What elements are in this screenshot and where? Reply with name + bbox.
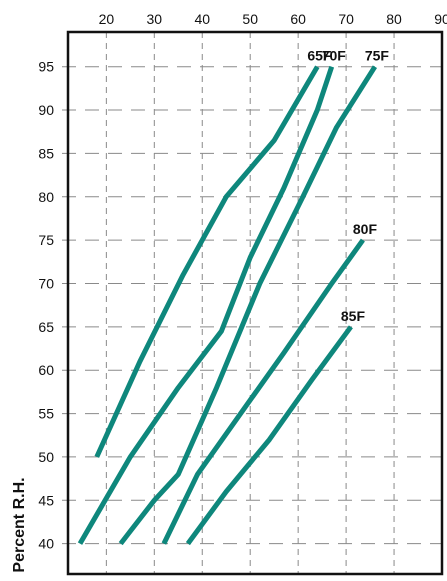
x-tick-label-90: 90	[434, 11, 447, 27]
plot-frame	[66, 30, 444, 576]
y-tick-label-90: 90	[38, 102, 54, 118]
y-axis-title: Percent R.H.	[11, 477, 28, 572]
y-tick-label-50: 50	[38, 449, 54, 465]
x-tick-label-80: 80	[386, 11, 402, 27]
x-tick-label-20: 20	[99, 11, 115, 27]
series-line-75f	[118, 65, 378, 546]
x-tick-label-60: 60	[290, 11, 306, 27]
x-tick-label-30: 30	[147, 11, 163, 27]
series-line-85f	[185, 325, 353, 546]
series-line-70f	[77, 65, 335, 545]
series-label-65f: 65F	[307, 48, 332, 64]
x-tick-label-40: 40	[194, 11, 210, 27]
y-tick-label-65: 65	[38, 319, 54, 335]
y-tick-label-45: 45	[38, 492, 54, 508]
y-tick-label-40: 40	[38, 536, 54, 552]
series-label-80f: 80F	[353, 221, 378, 237]
series-label-70f: 70F	[322, 48, 347, 64]
y-tick-label-70: 70	[38, 275, 54, 291]
x-tick-label-70: 70	[338, 11, 354, 27]
series-label-85f: 85F	[341, 308, 366, 324]
tick-labels: 20 30 40 50 60 70 80 90 40 45 50 55 60 65 70 75 80 85 90 95	[38, 11, 447, 552]
y-tick-label-60: 60	[38, 362, 54, 378]
y-tick-label-85: 85	[38, 145, 54, 161]
series-line-65f	[94, 65, 320, 458]
y-tick-label-80: 80	[38, 189, 54, 205]
x-tick-label-50: 50	[242, 11, 258, 27]
y-tick-label-95: 95	[38, 59, 54, 75]
y-tick-label-55: 55	[38, 406, 54, 422]
y-tick-label-75: 75	[38, 232, 54, 248]
series-label-75f: 75F	[365, 48, 390, 64]
series-lines	[77, 65, 378, 546]
series-line-80f	[161, 238, 365, 545]
